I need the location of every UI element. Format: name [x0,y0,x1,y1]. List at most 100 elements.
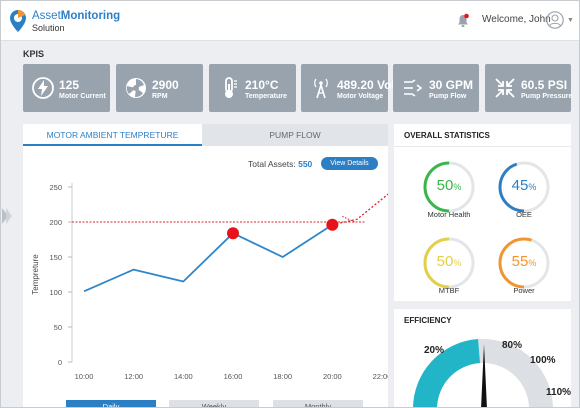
gauge-arc [498,161,550,213]
kpi-label: Pump Flow [429,93,467,100]
period-monthly-button[interactable]: Monthly [273,400,363,407]
kpi-value: 30 GPM [429,78,474,92]
tab-motor-ambient-temperature[interactable]: MOTOR AMBIENT TEMPRETURE [23,124,202,146]
kpi-value: 60.5 PSI [521,78,568,92]
brand-subtitle: Solution [32,23,65,33]
gauge-number: 50 [436,177,454,194]
kpi-card-motor-current[interactable]: 125 Motor Current [23,64,110,112]
gauge-arc [423,237,475,289]
kpi-value: 125 [59,78,80,92]
y-tick-label: 200 [49,218,62,227]
brand-light: Asset [32,10,61,22]
kpi-label: Motor Current [59,93,106,100]
series-line [83,224,333,293]
efficiency-title: EFFICIENCY [404,316,452,325]
gauge-value: 50% [419,253,479,270]
chevron-down-icon[interactable]: ▼ [567,17,574,24]
bolt-icon [32,77,54,99]
avatar-icon[interactable] [546,11,564,29]
total-assets-value: 550 [298,159,313,169]
efficiency-gauge [413,339,553,407]
gauge-label: OEE [516,210,532,219]
gauge-value: 55% [494,253,554,270]
brand-bold: Monitoring [60,10,121,22]
x-tick-label: 14:00 [174,372,193,381]
tower-icon [314,78,328,99]
gauge-unit: % [453,258,462,268]
alert-point [227,227,239,240]
overall-statistics-panel: OVERALL STATISTICS 50% Motor Health 45% OEE… [394,124,571,301]
efficiency-label-80: 80% [502,340,523,351]
gauge-unit: % [453,182,462,192]
x-tick-label: 16:00 [224,372,243,381]
gauge-number: 50 [436,253,454,270]
efficiency-needle [481,344,487,407]
kpi-card-pump-flow[interactable]: 30 GPM Pump Flow [393,64,479,112]
pressure-icon [495,78,515,98]
stat-gauge-motor-health [423,161,475,213]
efficiency-label-100: 100% [530,355,556,366]
gauge-label: Power [513,286,535,295]
kpis-title: KPIS [23,49,45,59]
y-tick-label: 100 [49,288,62,297]
tab-pump-flow[interactable]: PUMP FLOW [202,124,388,146]
flow-icon [404,79,423,97]
gauge-value: 45% [494,177,554,194]
divider [394,146,571,147]
y-tick-label: 0 [58,358,62,367]
rotor-icon [126,78,146,98]
stat-gauge-power [498,237,550,289]
sidebar-expand-icon[interactable] [1,205,13,227]
kpi-label: Motor Voltage [337,93,384,100]
welcome-text: Welcome, John [482,14,551,25]
efficiency-label-110: 110% [546,387,572,398]
view-details-button[interactable]: View Details [321,157,378,170]
kpi-label: Pump Pressure [521,93,573,100]
y-tick-label: 150 [49,253,62,262]
thermometer-icon [225,77,237,98]
x-tick-label: 22:00 [373,372,388,381]
kpi-card-rpm[interactable]: 2900 RPM [116,64,203,112]
kpi-card-motor-voltage[interactable]: 489.20 Volt Motor Voltage [301,64,399,112]
line-chart: 0 50 100 150 200 250 Tempreture 10:00 12:00 14:00… [31,183,388,381]
chart-panel: MOTOR AMBIENT TEMPRETURE PUMP FLOW Total… [23,124,388,407]
kpi-value: 489.20 Volt [337,78,399,92]
gauge-label: Motor Health [427,210,471,219]
kpi-card-temperature[interactable]: 210°C Temperature [209,64,296,112]
stat-gauge-oee [498,161,550,213]
logo-pin-icon [10,10,26,32]
gauge-value: 50% [419,177,479,194]
kpi-value: 2900 [152,78,179,92]
efficiency-label-20: 20% [424,345,445,356]
gauge-arc [498,237,550,289]
x-tick-label: 12:00 [124,372,143,381]
period-daily-button[interactable]: Daily [66,400,156,407]
top-bar: AssetMonitoring Solution Welcome, John ▼ [1,1,579,41]
y-tick-label: 250 [49,183,62,192]
gauge-arc [423,161,475,213]
gauge-label: MTBF [438,286,460,295]
gauge-number: 55 [511,253,529,270]
kpi-value: 210°C [245,78,279,92]
bell-icon[interactable] [456,13,470,28]
efficiency-fill [413,339,480,407]
kpi-label: RPM [152,93,168,100]
forecast-line-branch [342,215,355,223]
kpi-card-pump-pressure[interactable]: 60.5 PSI Pump Pressure [485,64,573,112]
efficiency-panel: EFFICIENCY 20% 80% 100% 110% [394,309,572,407]
gauge-unit: % [528,182,537,192]
gauge-number: 45 [511,177,529,194]
y-axis-label: Tempreture [31,254,40,295]
gauge-unit: % [528,258,537,268]
x-tick-label: 18:00 [273,372,292,381]
x-tick-label: 20:00 [323,372,342,381]
total-assets: Total Assets: 550 [248,159,312,169]
y-tick-label: 50 [54,323,62,332]
period-weekly-button[interactable]: Weekly [169,400,259,407]
stat-gauge-mtbf [423,237,475,289]
alert-point [326,218,339,231]
brand-title[interactable]: AssetMonitoring [32,10,120,22]
kpi-label: Temperature [245,93,287,100]
overall-statistics-title: OVERALL STATISTICS [404,131,490,140]
